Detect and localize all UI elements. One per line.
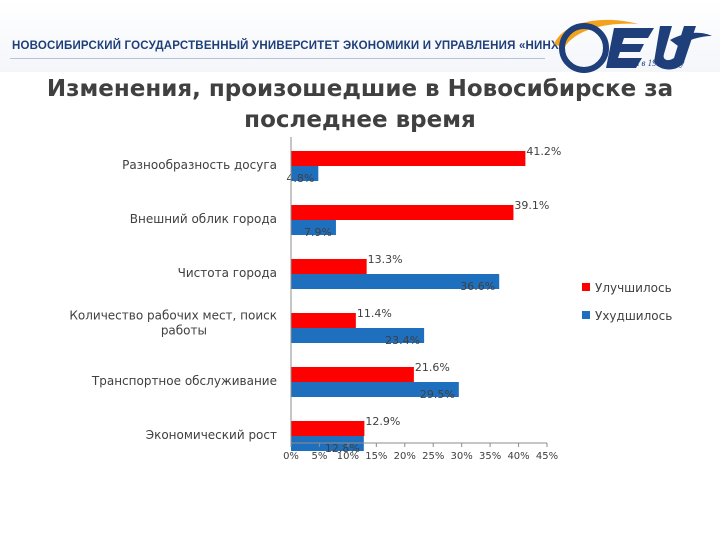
x-tick-label: 45% <box>536 451 558 462</box>
legend-label: Улучшилось <box>595 281 672 295</box>
bar-improved <box>291 151 526 166</box>
x-tick-label: 20% <box>394 451 416 462</box>
category-label: Экономический рост <box>146 428 277 442</box>
data-label-improved: 39.1% <box>514 199 549 212</box>
logo-letter-e <box>606 28 654 68</box>
university-name: НОВОСИБИРСКИЙ ГОСУДАРСТВЕННЫЙ УНИВЕРСИТЕ… <box>12 40 566 52</box>
x-tick-label: 35% <box>479 451 501 462</box>
bar-improved <box>291 259 367 274</box>
x-tick-label: 25% <box>422 451 444 462</box>
header-divider <box>10 58 545 59</box>
data-label-improved: 12.9% <box>365 415 400 428</box>
bar-worsened <box>291 382 459 397</box>
bar-improved <box>291 313 356 328</box>
x-tick-label: 5% <box>312 451 328 462</box>
category-label-line: Количество рабочих мест, поиск <box>69 309 277 323</box>
category-label: Разнообразность досуга <box>122 158 277 172</box>
data-label-worsened: 12.8% <box>325 442 360 455</box>
category-label: Транспортное обслуживание <box>91 374 277 388</box>
data-label-improved: 21.6% <box>415 361 450 374</box>
data-label-worsened: 29.5% <box>420 388 455 401</box>
bar-worsened <box>291 166 319 181</box>
legend-swatch <box>582 283 590 291</box>
slide-title: Изменения, произошедшие в Новосибирске з… <box>46 76 674 133</box>
category-label-line: работы <box>161 324 207 338</box>
bar-worsened <box>291 328 425 343</box>
x-tick-label: 0% <box>283 451 299 462</box>
category-label: Количество рабочих мест, поиск работы <box>69 309 277 338</box>
data-label-improved: 11.4% <box>357 307 392 320</box>
x-tick-label: 30% <box>451 451 473 462</box>
category-label: Чистота города <box>178 266 277 280</box>
bar-improved <box>291 367 414 382</box>
x-tick-label: 10% <box>337 451 359 462</box>
bar-worsened <box>291 220 336 235</box>
data-label-worsened: 4.8% <box>286 172 314 185</box>
data-label-worsened: 23.4% <box>385 334 420 347</box>
legend-label: Ухудшилось <box>595 309 672 323</box>
data-label-improved: 13.3% <box>368 253 403 266</box>
logo-circle <box>559 23 609 73</box>
category-label: Внешний облик города <box>130 212 277 226</box>
x-tick-label: 40% <box>507 451 529 462</box>
bar-worsened <box>291 274 500 289</box>
data-label-worsened: 36.6% <box>460 280 495 293</box>
data-label-worsened: 7.9% <box>304 226 332 239</box>
bar-improved <box>291 421 365 436</box>
logo-swoosh-navy <box>670 32 712 46</box>
university-logo <box>554 19 712 73</box>
data-label-improved: 41.2% <box>526 145 561 158</box>
logo-motto: Основан в 1929 году <box>607 58 685 68</box>
x-tick-label: 15% <box>365 451 387 462</box>
bar-improved <box>291 205 514 220</box>
legend-swatch <box>582 311 590 319</box>
